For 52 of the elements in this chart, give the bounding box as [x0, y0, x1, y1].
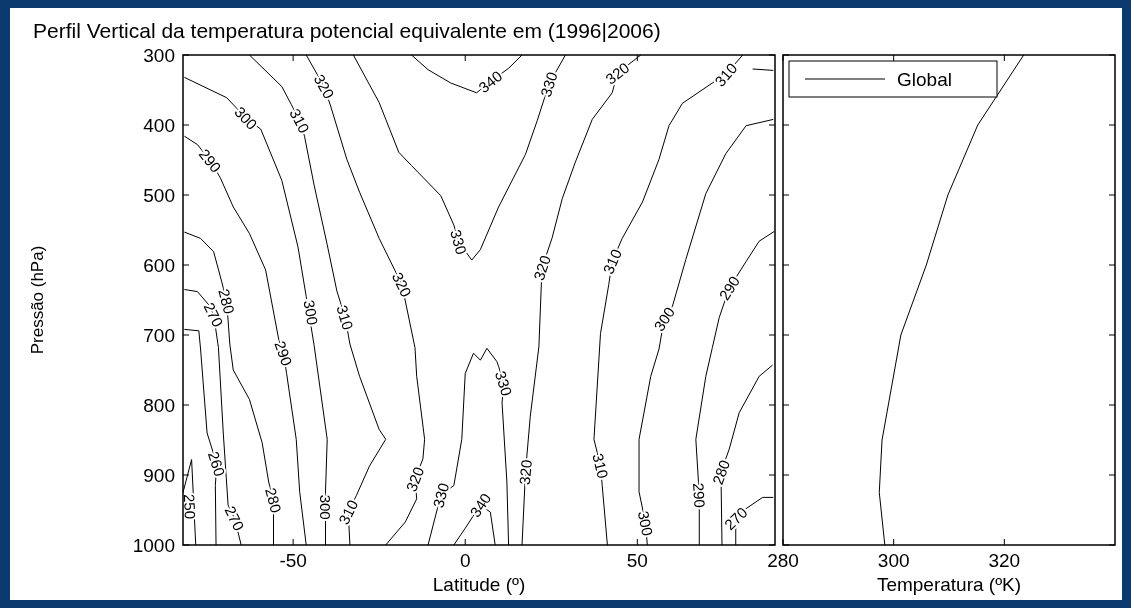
annotation: 310	[711, 59, 741, 90]
annotation: 330	[491, 368, 516, 398]
annotation: 310	[335, 497, 362, 528]
y-tick-label: 500	[143, 184, 175, 206]
annotation: 270	[221, 503, 248, 534]
annotation: 290	[195, 145, 225, 176]
annotation: 320	[310, 71, 338, 102]
annotation: 260	[204, 449, 229, 479]
y-tick-label: 300	[143, 44, 175, 66]
y-tick-label: 800	[143, 394, 175, 416]
x-tick-label: 300	[877, 550, 910, 571]
annotation: 280	[708, 457, 734, 487]
annotation: 320	[529, 253, 555, 283]
y-tick-label: 600	[143, 254, 175, 276]
y-tick-label: 700	[143, 324, 175, 346]
annotation: 300	[300, 298, 322, 327]
y-tick-label: 400	[143, 114, 175, 136]
annotation: 310	[333, 303, 357, 332]
annotation: 270	[720, 503, 751, 534]
annotation: 320	[388, 269, 416, 300]
annotation: 290	[271, 338, 296, 368]
annotation: 330	[447, 227, 471, 257]
annotation: 300	[316, 494, 334, 520]
annotation: 310	[286, 105, 313, 136]
annotation: 320	[402, 464, 428, 494]
x-tick-label: 50	[626, 550, 648, 571]
x-tick-label: 0	[459, 550, 471, 571]
annotation: 310	[599, 246, 625, 277]
annotation: 340	[475, 67, 506, 97]
chart-title: Perfil Vertical da temperatura potencial equivalente em (1996|2006)	[33, 19, 661, 42]
annotation: 290	[715, 272, 744, 304]
annotation: 310	[589, 451, 612, 481]
annotation: 340	[466, 489, 495, 521]
x-axis-title: Latitude (º)	[432, 574, 526, 595]
annotation: 300	[231, 103, 261, 133]
annotation: 320	[515, 459, 536, 486]
annotation: 320	[602, 58, 633, 88]
y-axis-title: Pressão (hPa)	[28, 245, 47, 355]
x-tick-label: 280	[767, 550, 799, 571]
annotation: 330	[536, 69, 561, 99]
annotation: 280	[262, 485, 285, 515]
x-axis-title: Temperatura (ºK)	[876, 574, 1022, 595]
x-tick-label: -50	[279, 550, 307, 571]
annotation: 250	[180, 493, 199, 520]
annotation: 300	[650, 303, 679, 335]
y-tick-label: 900	[143, 464, 175, 486]
annotation: 300	[634, 509, 657, 538]
legend-label: Global	[897, 68, 952, 90]
annotation: 290	[690, 482, 709, 509]
x-tick-label: 320	[988, 550, 1021, 571]
y-tick-label: 1000	[132, 534, 175, 556]
annotation: 330	[429, 481, 453, 510]
